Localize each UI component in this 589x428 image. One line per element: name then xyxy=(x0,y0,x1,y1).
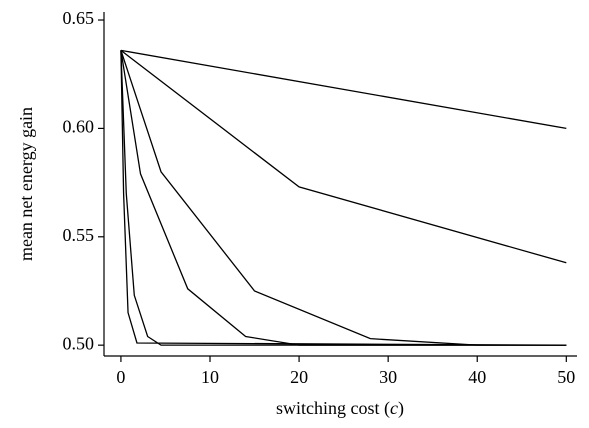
y-tick-label: 0.55 xyxy=(63,225,95,245)
line-series xyxy=(120,49,567,264)
y-axis-label: mean net energy gain xyxy=(16,107,36,261)
line-series xyxy=(120,50,567,346)
line-series xyxy=(120,50,567,346)
x-tick-label: 30 xyxy=(379,367,397,387)
y-tick-label: 0.60 xyxy=(63,117,95,137)
x-label-part: switching cost ( xyxy=(276,398,390,419)
line-series xyxy=(120,49,567,130)
x-axis-label: switching cost (c) xyxy=(276,398,404,419)
y-tick-label: 0.50 xyxy=(63,333,95,353)
x-tick-label: 0 xyxy=(116,367,125,387)
x-tick-label: 10 xyxy=(201,367,219,387)
x-tick-label: 40 xyxy=(468,367,486,387)
x-tick-label: 20 xyxy=(290,367,308,387)
line-series xyxy=(120,50,567,346)
x-label-part: c xyxy=(390,398,398,418)
line-series xyxy=(120,50,567,346)
x-tick-label: 50 xyxy=(557,367,575,387)
x-label-part: ) xyxy=(398,398,404,419)
y-tick-label: 0.65 xyxy=(63,8,95,28)
